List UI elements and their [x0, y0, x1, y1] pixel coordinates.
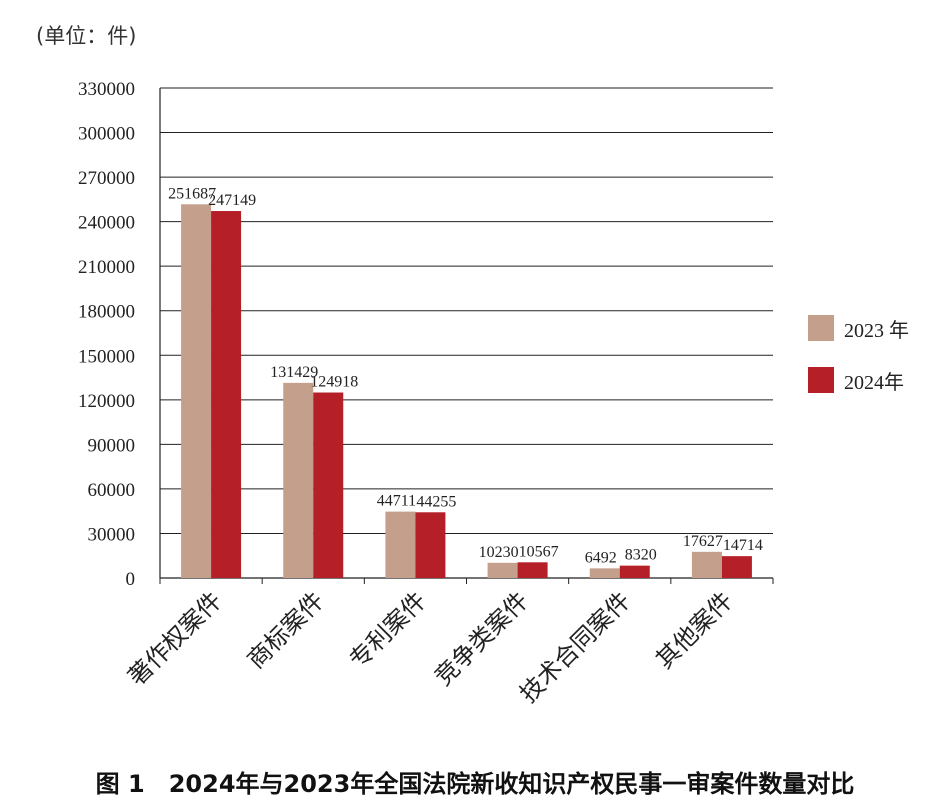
- category-label: 商标案件: [242, 586, 330, 674]
- bar-2024: [517, 562, 548, 578]
- y-tick-label: 270000: [78, 168, 135, 189]
- y-tick-label: 90000: [88, 435, 136, 456]
- data-label: 131429: [270, 364, 318, 381]
- category-label: 其他案件: [650, 586, 738, 674]
- y-tick-label: 330000: [78, 79, 135, 100]
- bar-2023: [283, 382, 314, 578]
- bar-2023: [589, 568, 620, 578]
- bar-2023: [385, 511, 416, 578]
- bar-2024: [721, 556, 752, 578]
- y-tick-label: 240000: [78, 213, 135, 234]
- category-label: 竞争类案件: [429, 586, 534, 691]
- legend-item-2023: 2023 年: [808, 310, 909, 346]
- legend-item-2024: 2024年: [808, 362, 909, 398]
- data-label: 10567: [519, 543, 559, 560]
- data-label: 8320: [625, 547, 657, 564]
- category-label: 技术合同案件: [514, 586, 636, 708]
- bar-2024: [211, 211, 242, 578]
- y-tick-label: 300000: [78, 124, 135, 145]
- legend-swatch-2024: [808, 367, 834, 393]
- bar-2024: [619, 565, 650, 578]
- category-label: 著作权案件: [123, 586, 228, 691]
- bar-2023: [691, 551, 722, 578]
- y-tick-label: 180000: [78, 302, 135, 323]
- y-tick-label: 120000: [78, 391, 135, 412]
- data-label: 44711: [377, 493, 416, 510]
- bar-2023: [181, 204, 212, 578]
- legend-label-2023: 2023 年: [844, 319, 909, 342]
- data-label: 10230: [479, 544, 519, 561]
- bar-2024: [415, 512, 446, 578]
- legend-swatch-2023: [808, 315, 834, 341]
- legend: 2023 年 2024年: [808, 310, 909, 414]
- bar-2024: [313, 392, 344, 578]
- data-label: 124918: [310, 374, 358, 391]
- data-label: 17627: [683, 533, 723, 550]
- data-label: 251687: [168, 185, 216, 202]
- legend-label-2024: 2024年: [844, 371, 904, 394]
- y-tick-label: 30000: [88, 524, 136, 545]
- y-tick-label: 0: [126, 569, 136, 590]
- unit-label: (单位：件): [36, 24, 137, 48]
- bar-chart: 0 30000 60000 90000 120000 150000 180000 210000…: [78, 79, 774, 708]
- y-tick-label: 60000: [88, 480, 136, 501]
- data-label: 6492: [585, 549, 617, 566]
- bar-2023: [487, 562, 518, 578]
- data-label: 247149: [208, 192, 256, 209]
- data-label: 44255: [416, 493, 456, 510]
- figure-caption: 图 1 2024年与2023年全国法院新收知识产权民事一审案件数量对比: [95, 770, 855, 798]
- data-label: 14714: [723, 537, 763, 554]
- y-tick-label: 150000: [78, 346, 135, 367]
- y-tick-label: 210000: [78, 257, 135, 278]
- category-label: 专利案件: [344, 586, 432, 674]
